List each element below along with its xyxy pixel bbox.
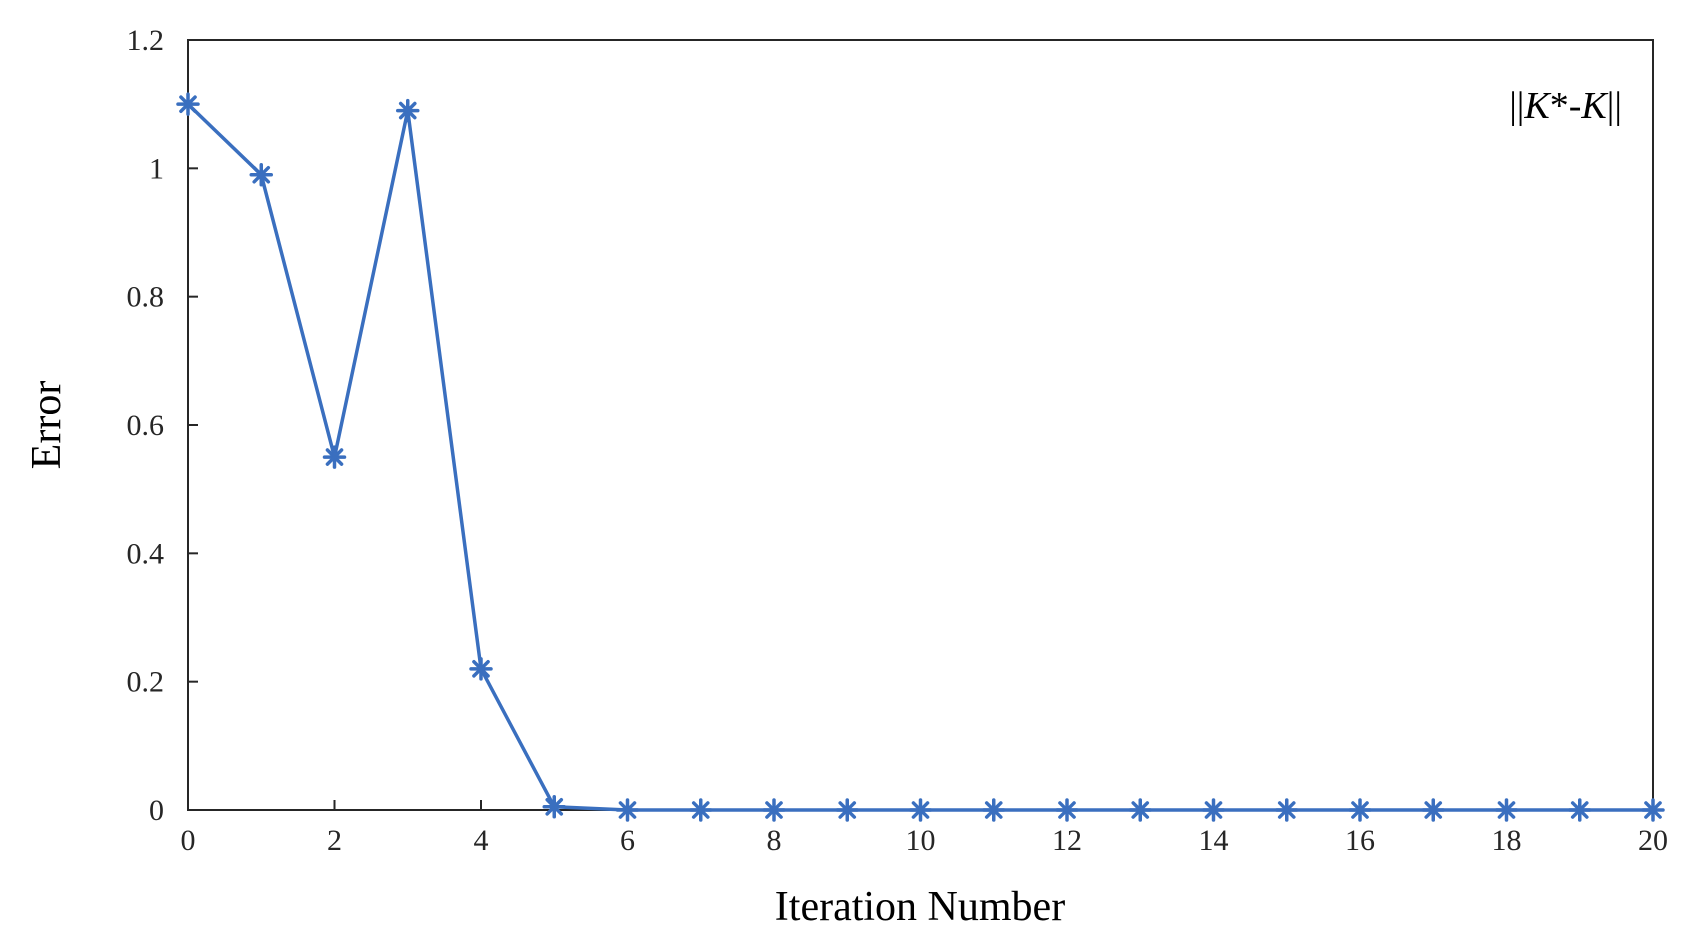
data-point: [689, 798, 713, 822]
data-point: [762, 798, 786, 822]
x-tick-label: 4: [474, 824, 489, 857]
y-axis-ticks: 0 0.2 0.4 0.6 0.8 1 1.2: [127, 24, 198, 827]
x-tick-label: 12: [1052, 824, 1082, 857]
data-point: [1201, 798, 1226, 822]
x-tick-label: 14: [1199, 824, 1229, 857]
legend-k: K: [1580, 85, 1608, 127]
series-layer: [176, 92, 1665, 822]
x-axis-ticks: 0 2 4 6 8 10 12 14 16 18 20: [181, 800, 1668, 857]
data-point: [1348, 798, 1372, 822]
data-point: [615, 798, 640, 822]
data-point: [469, 657, 493, 681]
x-tick-label: 20: [1638, 824, 1668, 857]
legend-entry: ||K*-K||: [1509, 85, 1622, 127]
y-axis-title: Error: [24, 381, 70, 470]
data-point: [1275, 798, 1299, 822]
data-point: [542, 795, 566, 819]
data-point: [1421, 798, 1445, 822]
x-tick-label: 16: [1345, 824, 1375, 857]
legend-dash: -: [1569, 85, 1582, 127]
x-tick-label: 10: [906, 824, 936, 857]
plot-area: [187, 39, 1654, 811]
data-point: [1055, 798, 1079, 822]
y-tick-label: 1: [149, 152, 164, 185]
y-tick-label: 0.2: [127, 666, 165, 699]
data-point: [982, 798, 1006, 822]
x-tick-label: 2: [327, 824, 342, 857]
legend-star: *: [1550, 85, 1569, 127]
x-tick-label: 18: [1492, 824, 1522, 857]
data-point: [396, 98, 420, 123]
data-point: [908, 798, 933, 822]
y-tick-label: 1.2: [127, 24, 165, 57]
data-point: [835, 798, 859, 822]
x-tick-label: 6: [620, 824, 635, 857]
y-tick-label: 0.6: [127, 409, 165, 442]
data-point: [1494, 798, 1519, 822]
legend-suffix: ||: [1607, 85, 1622, 127]
data-point: [1128, 798, 1152, 822]
y-tick-label: 0.4: [127, 537, 165, 570]
legend-k-star: K: [1523, 85, 1551, 127]
y-tick-label: 0.8: [127, 281, 165, 314]
data-point: [1641, 798, 1665, 822]
data-point: [322, 445, 347, 469]
x-tick-label: 0: [181, 824, 196, 857]
data-point: [249, 163, 273, 187]
x-axis-title: Iteration Number: [775, 884, 1065, 930]
data-point: [176, 92, 200, 116]
legend-prefix: ||: [1509, 85, 1524, 127]
data-point: [1568, 798, 1592, 822]
y-tick-label: 0: [149, 794, 164, 827]
x-tick-label: 8: [767, 824, 782, 857]
